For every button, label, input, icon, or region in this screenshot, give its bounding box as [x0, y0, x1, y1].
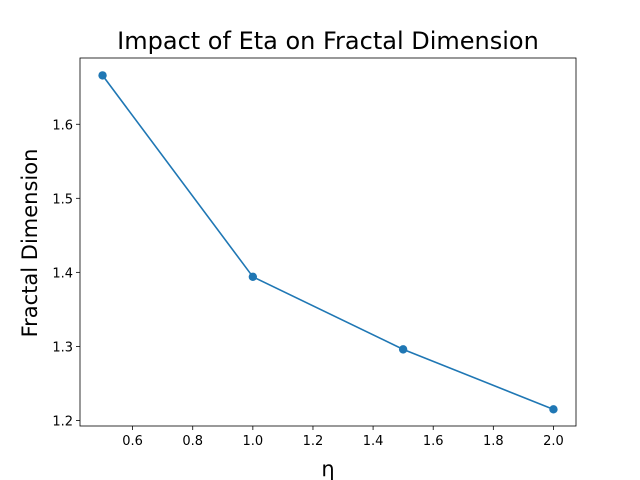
y-tick-label: 1.4: [52, 266, 73, 281]
data-point: [549, 405, 558, 414]
x-axis: 0.6 0.8 1.0 1.2 1.4 1.6 1.8 2.0: [122, 426, 564, 449]
chart-title: Impact of Eta on Fractal Dimension: [117, 27, 539, 55]
y-axis-label: Fractal Dimension: [18, 149, 42, 338]
x-tick-label: 1.2: [303, 434, 324, 449]
series-line: [101, 74, 554, 411]
y-tick-label: 1.2: [52, 414, 73, 429]
y-axis: 1.2 1.3 1.4 1.5 1.6: [52, 118, 80, 429]
y-tick-label: 1.5: [52, 192, 73, 207]
y-tick-label: 1.3: [52, 340, 73, 355]
x-tick-label: 2.0: [543, 434, 564, 449]
x-tick-label: 0.8: [182, 434, 203, 449]
data-point: [398, 345, 408, 354]
plot-area: [79, 57, 577, 427]
y-tick-label: 1.6: [52, 118, 73, 133]
x-tick-label: 1.4: [363, 434, 384, 449]
x-tick-label: 1.0: [243, 434, 264, 449]
x-tick-label: 0.6: [122, 434, 143, 449]
x-axis-label: η: [321, 457, 334, 480]
plot-frame: [79, 57, 577, 427]
data-point: [248, 272, 258, 282]
x-tick-label: 1.6: [423, 434, 444, 449]
data-point: [98, 71, 107, 80]
x-tick-label: 1.8: [483, 434, 504, 449]
